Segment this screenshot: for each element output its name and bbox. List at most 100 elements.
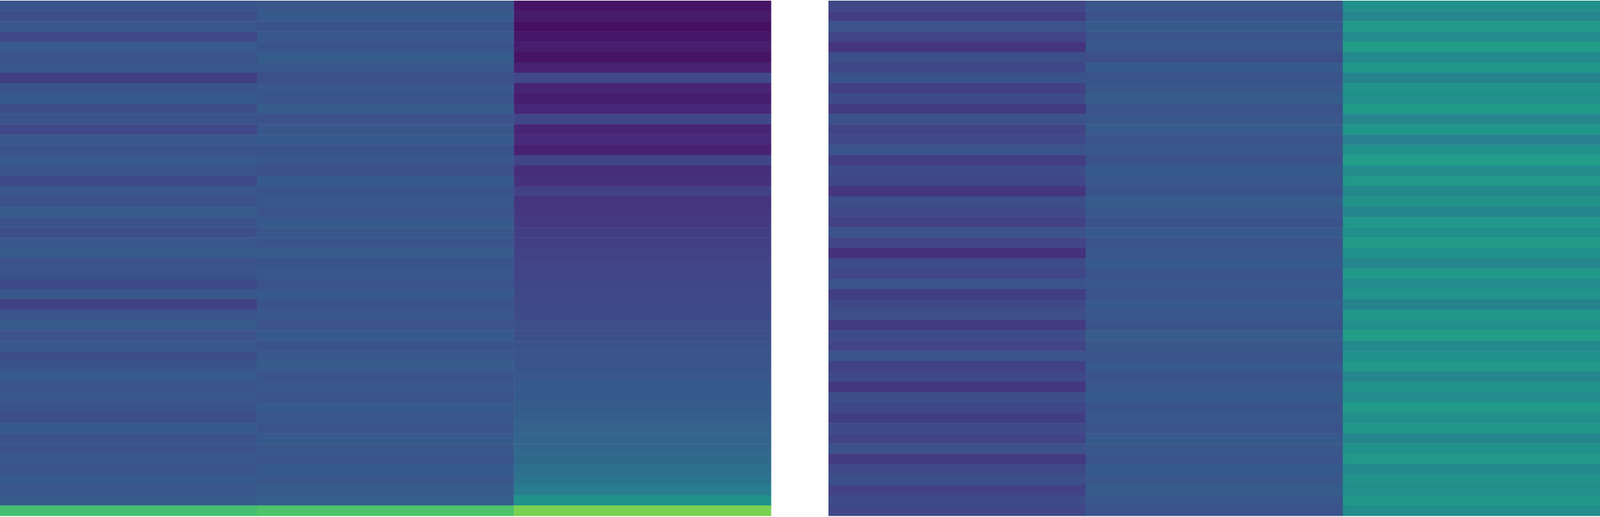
heatmap-cell — [828, 433, 1087, 444]
heatmap-cell — [828, 21, 1087, 32]
heatmap-cell — [1342, 21, 1600, 32]
heatmap-cell — [0, 371, 258, 383]
heatmap-cell — [1085, 227, 1344, 238]
heatmap-cell — [257, 340, 515, 352]
heatmap-cell — [0, 268, 258, 280]
heatmap-cell — [828, 206, 1087, 218]
heatmap-cell — [1342, 278, 1600, 290]
heatmap-cell — [257, 392, 515, 404]
heatmap-cell — [257, 206, 515, 218]
heatmap-cell — [1085, 299, 1344, 311]
heatmap-cell — [1085, 124, 1344, 135]
heatmap-cell — [1342, 237, 1600, 249]
heatmap-cell — [0, 186, 258, 198]
heatmap-cell — [257, 464, 515, 476]
heatmap-cell — [0, 330, 258, 341]
heatmap-cell — [828, 83, 1087, 95]
heatmap-cell — [513, 83, 771, 95]
heatmap-cell — [1342, 299, 1600, 311]
heatmap-cell — [1342, 484, 1600, 496]
heatmap-cell — [0, 495, 258, 507]
heatmap-cell — [513, 340, 771, 352]
heatmap-cell — [0, 289, 258, 301]
heatmap-cell — [513, 144, 771, 156]
heatmap-cell — [828, 330, 1087, 341]
heatmap-cell — [0, 41, 258, 53]
heatmap-cell — [257, 144, 515, 156]
heatmap-cell — [257, 278, 515, 290]
heatmap-cell — [828, 464, 1087, 476]
heatmap-cell — [513, 165, 771, 177]
heatmap-cell — [828, 402, 1087, 414]
heatmap-cell — [1342, 495, 1600, 507]
heatmap-cell — [0, 165, 258, 177]
heatmap-cell — [1342, 289, 1600, 301]
heatmap-cell — [1342, 124, 1600, 135]
heatmap-cell — [828, 484, 1087, 496]
heatmap-cell — [1085, 31, 1344, 43]
heatmap-cell — [257, 124, 515, 135]
heatmap-cell — [1342, 31, 1600, 43]
heatmap-cell — [1085, 412, 1344, 424]
heatmap-cell — [1085, 268, 1344, 280]
heatmap-cell — [828, 227, 1087, 238]
heatmap-cell — [257, 350, 515, 362]
heatmap-cell — [257, 299, 515, 311]
heatmap-cell — [0, 505, 258, 517]
heatmap-cell — [1342, 0, 1600, 12]
heatmap-cell — [1085, 206, 1344, 218]
heatmap-cell — [828, 361, 1087, 373]
heatmap-cell — [0, 52, 258, 64]
heatmap-cell — [1085, 113, 1344, 125]
heatmap-cell — [1085, 371, 1344, 383]
heatmap-cell — [1342, 227, 1600, 238]
heatmap-cell — [513, 72, 771, 84]
heatmap-cell — [828, 453, 1087, 465]
heatmap-cell — [0, 392, 258, 404]
heatmap-cell — [257, 72, 515, 84]
heatmap-cell — [0, 93, 258, 105]
heatmap-cell — [257, 134, 515, 146]
heatmap-cell — [1085, 464, 1344, 476]
heatmap-cell — [257, 41, 515, 53]
heatmap-cell — [257, 93, 515, 105]
heatmap-cell — [257, 289, 515, 301]
heatmap-cell — [1342, 103, 1600, 115]
heatmap-cell — [0, 443, 258, 455]
heatmap-cell — [1085, 361, 1344, 373]
heatmap-panel — [828, 0, 1600, 517]
heatmap-cell — [1085, 93, 1344, 105]
heatmap-cell — [257, 103, 515, 115]
heatmap-cell — [0, 350, 258, 362]
heatmap-cell — [1342, 330, 1600, 341]
heatmap-cell — [0, 433, 258, 444]
heatmap-cell — [0, 21, 258, 32]
heatmap-cell — [1342, 402, 1600, 414]
heatmap-cell — [828, 0, 1087, 12]
heatmap-cell — [257, 165, 515, 177]
heatmap-cell — [828, 319, 1087, 331]
heatmap-cell — [0, 247, 258, 259]
heatmap-cell — [0, 10, 258, 22]
heatmap-cell — [828, 258, 1087, 270]
heatmap-cell — [257, 196, 515, 208]
heatmap-cell — [513, 299, 771, 311]
heatmap-cell — [828, 443, 1087, 455]
heatmap-cell — [0, 134, 258, 146]
heatmap-cell — [513, 10, 771, 22]
heatmap-cell — [513, 175, 771, 187]
heatmap-cell — [1085, 350, 1344, 362]
heatmap-cell — [1085, 41, 1344, 53]
heatmap-cell — [513, 21, 771, 32]
heatmap-cell — [1085, 258, 1344, 270]
heatmap-cell — [0, 402, 258, 414]
heatmap-cell — [257, 361, 515, 373]
heatmap-cell — [828, 505, 1087, 517]
heatmap-cell — [1085, 474, 1344, 486]
heatmap-cell — [513, 206, 771, 218]
heatmap-cell — [0, 453, 258, 465]
heatmap-cell — [0, 216, 258, 228]
heatmap-cell — [828, 299, 1087, 311]
heatmap-cell — [513, 196, 771, 208]
heatmap-cell — [513, 216, 771, 228]
